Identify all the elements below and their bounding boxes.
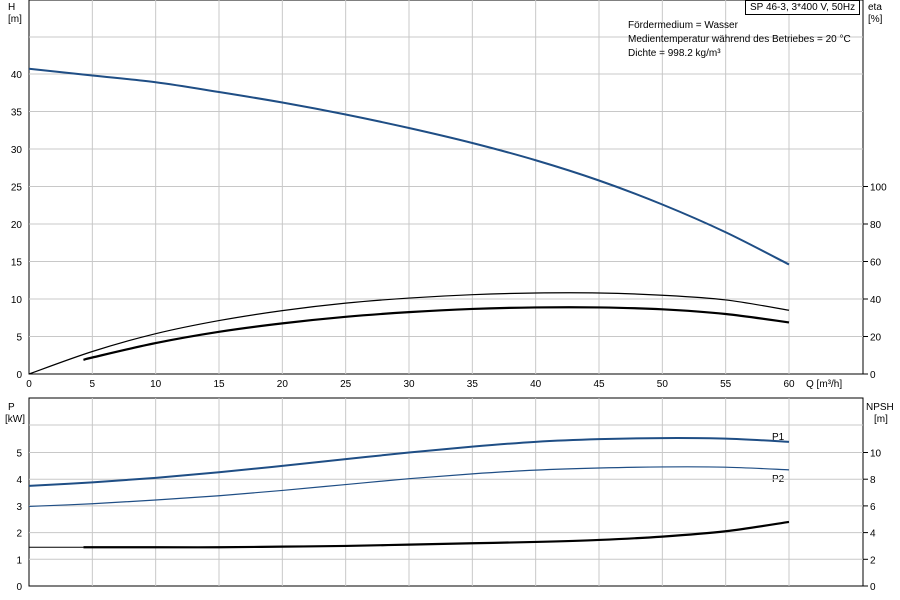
upper-left-tick-label: 30 <box>11 145 23 156</box>
upper-right-tick-label: 60 <box>870 258 882 269</box>
lower-left-tick-label: 2 <box>16 529 22 540</box>
lower-left-tick-label: 4 <box>16 475 22 486</box>
lower-left-axis-label-line2: [kW] <box>5 414 25 425</box>
upper-x-tick-label: 45 <box>593 379 605 390</box>
lower-right-tick-label: 10 <box>870 449 882 460</box>
lower-right-axis-label-line2: [m] <box>874 414 888 425</box>
upper-left-tick-label: 40 <box>11 70 23 81</box>
upper-right-tick-label: 80 <box>870 220 882 231</box>
upper-x-tick-label: 50 <box>657 379 669 390</box>
pump-info-text: SP 46-3, 3*400 V, 50Hz <box>750 2 856 13</box>
upper-x-tick-label: 0 <box>26 379 32 390</box>
lower-left-tick-label: 0 <box>16 582 22 593</box>
upper-left-tick-label: 35 <box>11 108 23 119</box>
note-temperature: Medientemperatur während des Betriebes =… <box>628 34 851 45</box>
upper-series-2-line <box>82 306 790 361</box>
lower-series-1-line <box>28 466 790 508</box>
series-label-p1: P1 <box>772 432 785 443</box>
upper-right-axis-label-line2: [%] <box>868 14 883 25</box>
medium-notes: Fördermedium = Wasser Medientemperatur w… <box>628 19 851 61</box>
lower-left-tick-label: 5 <box>16 449 22 460</box>
upper-x-tick-label: 30 <box>403 379 415 390</box>
lower-right-tick-label: 4 <box>870 529 876 540</box>
upper-x-tick-label: 55 <box>720 379 732 390</box>
note-density: Dichte = 998.2 kg/m³ <box>628 48 721 59</box>
upper-series-1-line <box>28 292 790 375</box>
lower-right-tick-label: 0 <box>870 582 876 593</box>
lower-series-0-line <box>28 437 790 487</box>
upper-x-axis-label: Q [m³/h] <box>806 379 842 390</box>
upper-left-tick-label: 25 <box>11 183 23 194</box>
upper-left-tick-label: 15 <box>11 258 23 269</box>
lower-left-tick-label: 3 <box>16 502 22 513</box>
upper-left-axis-label-line1: H <box>8 2 15 13</box>
upper-right-tick-label: 0 <box>870 370 876 381</box>
upper-x-tick-label: 40 <box>530 379 542 390</box>
upper-left-tick-label: 10 <box>11 295 23 306</box>
upper-x-tick-label: 25 <box>340 379 352 390</box>
upper-right-axis-label-line1: eta <box>868 2 882 13</box>
note-medium: Fördermedium = Wasser <box>628 20 738 31</box>
upper-x-tick-label: 20 <box>277 379 289 390</box>
upper-left-tick-label: 5 <box>16 333 22 344</box>
upper-left-axis-label-line2: [m] <box>8 14 22 25</box>
upper-x-tick-label: 5 <box>90 379 96 390</box>
lower-right-tick-label: 8 <box>870 475 876 486</box>
lower-right-tick-label: 6 <box>870 502 876 513</box>
panel-frame-lower <box>28 397 864 587</box>
upper-left-tick-label: 20 <box>11 220 23 231</box>
lower-right-tick-label: 2 <box>870 555 876 566</box>
lower-left-tick-label: 1 <box>16 555 22 566</box>
pump-info-box: SP 46-3, 3*400 V, 50Hz <box>745 0 861 15</box>
upper-series-0-line <box>28 67 790 266</box>
upper-right-tick-label: 40 <box>870 295 882 306</box>
upper-right-tick-label: 20 <box>870 333 882 344</box>
lower-left-axis-label-line1: P <box>8 402 15 413</box>
upper-x-tick-label: 60 <box>783 379 795 390</box>
lower-series-3-line <box>83 520 790 549</box>
upper-x-tick-label: 15 <box>213 379 225 390</box>
upper-x-tick-label: 10 <box>150 379 162 390</box>
upper-x-tick-label: 35 <box>467 379 479 390</box>
upper-left-tick-label: 0 <box>16 370 22 381</box>
upper-right-tick-label: 100 <box>870 183 887 194</box>
lower-right-axis-label-line1: NPSH <box>866 402 894 413</box>
